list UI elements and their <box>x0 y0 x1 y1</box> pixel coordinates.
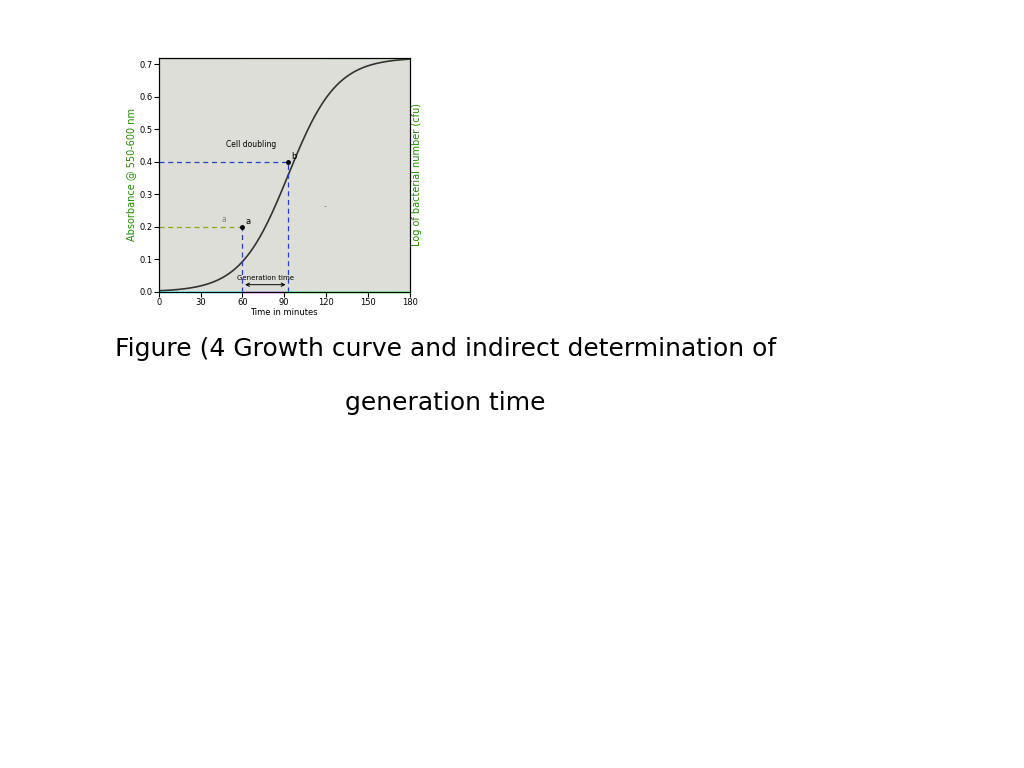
Text: -: - <box>324 202 327 211</box>
Y-axis label: Log of bacterial number (cfu): Log of bacterial number (cfu) <box>413 103 422 247</box>
Text: Generation time: Generation time <box>237 276 294 281</box>
Text: a: a <box>221 215 226 224</box>
Text: b: b <box>291 152 297 161</box>
Text: Cell doubling: Cell doubling <box>226 140 276 149</box>
Text: a: a <box>245 217 250 226</box>
Y-axis label: Absorbance @ 550-600 nm: Absorbance @ 550-600 nm <box>126 108 136 241</box>
Text: generation time: generation time <box>345 391 546 415</box>
X-axis label: Time in minutes: Time in minutes <box>250 309 318 317</box>
Text: Figure (4 Growth curve and indirect determination of: Figure (4 Growth curve and indirect dete… <box>115 337 776 362</box>
